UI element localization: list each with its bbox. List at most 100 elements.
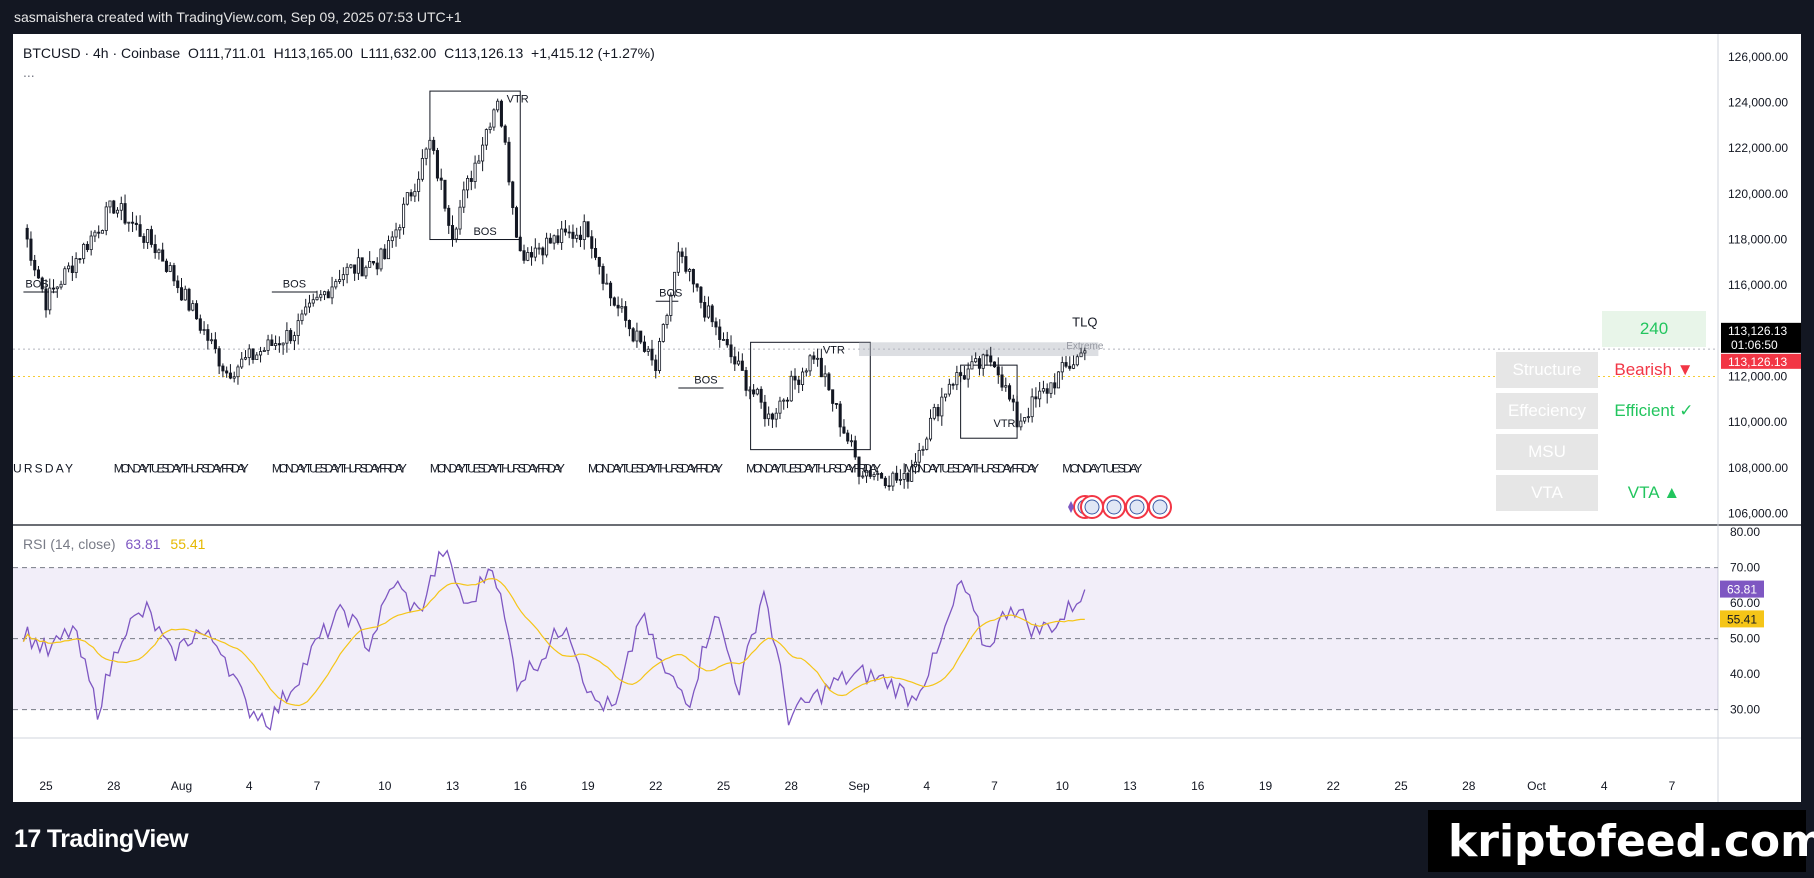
candle bbox=[545, 237, 549, 256]
candle bbox=[605, 282, 609, 285]
time-tick: Aug bbox=[171, 779, 192, 793]
more-indicators[interactable]: ... bbox=[23, 64, 35, 80]
candle bbox=[872, 474, 876, 477]
candle bbox=[131, 221, 135, 224]
candle bbox=[375, 262, 379, 270]
candle bbox=[936, 407, 940, 417]
candle bbox=[1034, 396, 1038, 400]
candle bbox=[443, 179, 447, 209]
candle bbox=[631, 328, 635, 342]
candle bbox=[462, 189, 466, 208]
candle bbox=[737, 360, 741, 365]
flag-icon bbox=[1084, 499, 1100, 515]
sparkle-icon bbox=[1068, 501, 1074, 513]
candle bbox=[481, 144, 485, 162]
candle bbox=[428, 139, 432, 150]
candle bbox=[552, 235, 556, 244]
axes: 126,000.00 124,000.00 122,000.00 120,000.00… bbox=[39, 50, 1801, 793]
candle bbox=[518, 236, 522, 252]
candle bbox=[676, 251, 680, 273]
candle bbox=[1019, 420, 1023, 428]
tradingview-logo[interactable]: 17 TradingView bbox=[14, 825, 189, 853]
rsi-value: 63.81 bbox=[125, 536, 161, 552]
candle bbox=[921, 448, 925, 451]
price-tick: 106,000.00 bbox=[1728, 507, 1788, 521]
candle bbox=[763, 401, 767, 420]
session-label: MONDAY TUESDAY THURSDAY FRIDAY bbox=[272, 461, 407, 475]
candle bbox=[115, 209, 120, 214]
candle bbox=[292, 335, 296, 342]
candle bbox=[654, 359, 658, 371]
candle bbox=[157, 249, 161, 254]
table-row-label: Effeciency bbox=[1496, 393, 1598, 429]
candle bbox=[849, 440, 854, 443]
candle bbox=[609, 282, 613, 299]
symbol-name[interactable]: BTCUSD · 4h · Coinbase bbox=[23, 45, 181, 61]
candle bbox=[650, 348, 654, 361]
candle bbox=[590, 236, 594, 249]
table-row-value: Bearish ▼ bbox=[1614, 360, 1694, 379]
time-tick: 4 bbox=[1601, 779, 1608, 793]
candle bbox=[187, 288, 191, 311]
candle bbox=[420, 157, 424, 180]
candle bbox=[740, 360, 744, 371]
time-tick: 25 bbox=[717, 779, 731, 793]
rsi-ma-value: 55.41 bbox=[170, 536, 206, 552]
candle bbox=[386, 240, 391, 260]
candle bbox=[808, 355, 812, 372]
candle bbox=[661, 324, 665, 342]
candle bbox=[266, 339, 270, 351]
candle bbox=[383, 248, 387, 260]
candle bbox=[225, 370, 229, 374]
close-value: 113,126.13 bbox=[454, 45, 524, 61]
candle bbox=[496, 100, 500, 111]
top-bar: sasmaishera created with TradingView.com… bbox=[0, 0, 1814, 34]
candle bbox=[503, 125, 507, 143]
candle bbox=[838, 403, 842, 428]
flag-icon bbox=[1152, 499, 1168, 515]
time-tick: 19 bbox=[1259, 779, 1273, 793]
rsi-legend: RSI (14, close) 63.81 55.41 bbox=[23, 536, 205, 552]
candle bbox=[100, 230, 104, 234]
candle bbox=[586, 221, 590, 238]
candle bbox=[285, 330, 289, 344]
candle bbox=[548, 237, 552, 244]
candle bbox=[413, 191, 417, 197]
time-tick: 10 bbox=[1056, 779, 1070, 793]
time-tick: 7 bbox=[991, 779, 998, 793]
candle bbox=[868, 470, 872, 477]
candle bbox=[149, 229, 153, 245]
candle bbox=[484, 129, 488, 146]
candle bbox=[469, 178, 473, 182]
table-row-label: Structure bbox=[1496, 352, 1598, 388]
candle bbox=[63, 268, 67, 285]
candle bbox=[962, 375, 966, 380]
rsi-title[interactable]: RSI (14, close) bbox=[23, 536, 116, 552]
candle bbox=[259, 351, 263, 356]
candle bbox=[970, 361, 974, 370]
candle bbox=[857, 456, 861, 477]
candle bbox=[89, 235, 93, 251]
candle bbox=[379, 248, 383, 270]
timeframe-cell: 240 bbox=[1602, 311, 1706, 347]
candle bbox=[511, 181, 515, 209]
candle bbox=[1079, 352, 1083, 358]
candle bbox=[432, 139, 436, 151]
candle bbox=[582, 221, 586, 240]
candle bbox=[526, 252, 530, 261]
session-label: MONDAY TUESDAY THURSDAY FRIDAY bbox=[114, 461, 249, 475]
candle bbox=[789, 375, 793, 402]
candle bbox=[691, 269, 695, 285]
candle bbox=[887, 485, 891, 488]
change-value: +1,415.12 (+1.27%) bbox=[531, 45, 655, 61]
session-label: MONDAY TUESDAY THURSDAY FRIDAY bbox=[588, 461, 723, 475]
rsi-tick: 80.00 bbox=[1730, 525, 1760, 539]
kriptofeed-watermark: kriptofeed.com bbox=[1428, 810, 1814, 872]
time-tick: 25 bbox=[1394, 779, 1408, 793]
time-tick: Sep bbox=[848, 779, 870, 793]
candle bbox=[785, 399, 790, 402]
time-tick: 25 bbox=[39, 779, 53, 793]
candle bbox=[778, 400, 782, 414]
open-label: O bbox=[187, 45, 199, 61]
